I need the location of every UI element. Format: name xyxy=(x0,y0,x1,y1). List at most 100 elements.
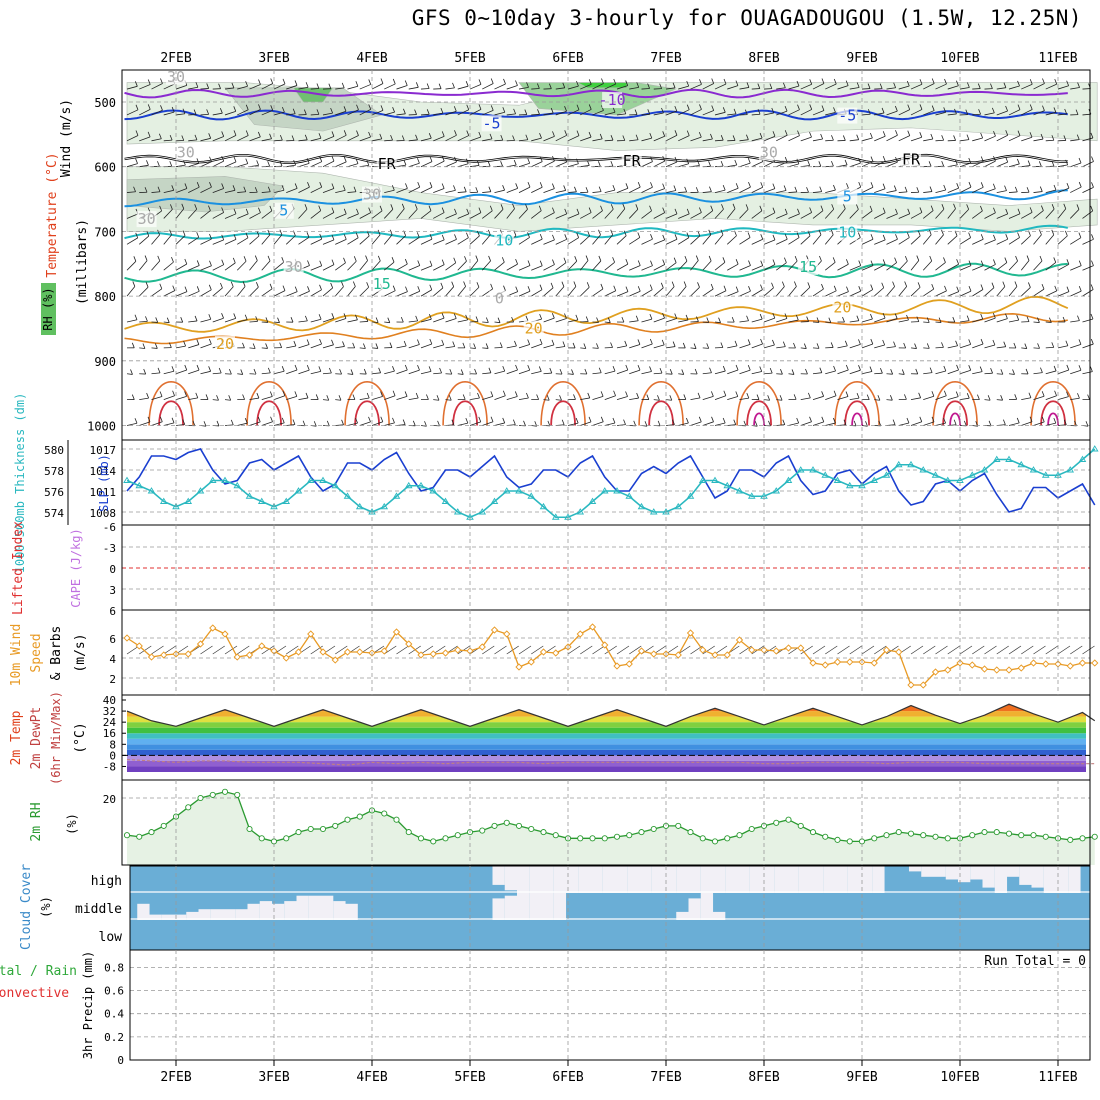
wind-barb xyxy=(531,238,543,245)
y-tick-label: 0 xyxy=(109,749,116,762)
wind-barb xyxy=(837,263,849,271)
wind-barb xyxy=(861,210,873,219)
wind-barb xyxy=(708,161,711,167)
wind-barb xyxy=(653,372,663,375)
wind-barb xyxy=(616,396,628,401)
series-marker xyxy=(478,643,486,651)
wind-barb xyxy=(842,135,846,141)
wind-barb xyxy=(175,85,187,90)
wind-barb xyxy=(923,110,935,116)
wind-barb xyxy=(886,645,899,655)
wind-barb xyxy=(281,185,285,191)
wind-barb xyxy=(322,160,335,168)
wind-barb xyxy=(674,106,678,112)
wind-barb xyxy=(1082,161,1094,168)
wind-barb xyxy=(923,321,930,323)
wind-barb xyxy=(746,134,749,140)
wind-barb xyxy=(812,110,825,116)
y-tick-label: -8 xyxy=(103,760,116,773)
wind-barb xyxy=(1091,260,1094,266)
wind-barb xyxy=(898,286,907,297)
wind-barb xyxy=(677,260,688,271)
wind-barb xyxy=(415,82,419,88)
wind-barb xyxy=(665,238,678,245)
wind-barb xyxy=(224,110,236,116)
contour-label-bg xyxy=(798,258,819,275)
wind-barb xyxy=(919,132,923,138)
wind-barb xyxy=(567,191,577,193)
wind-barb xyxy=(126,85,138,90)
wind-barb xyxy=(576,158,579,164)
wind-barb xyxy=(1021,645,1034,655)
wind-barb xyxy=(890,369,894,375)
wind-barb xyxy=(739,162,751,168)
temp-band xyxy=(127,722,1086,728)
cloud-cell xyxy=(676,911,689,920)
wind-barb xyxy=(1008,422,1020,426)
wind-barb xyxy=(984,212,996,219)
wind-barb xyxy=(650,260,653,266)
y-axis-title-rh: RH (%) xyxy=(41,287,55,330)
wind-barb xyxy=(735,80,739,86)
wind-barb xyxy=(294,286,298,292)
cloud-cell xyxy=(210,909,224,920)
wind-barb xyxy=(788,109,800,116)
cloud-cell xyxy=(137,903,150,920)
wind-barb xyxy=(126,213,139,219)
temp-band xyxy=(127,749,1086,756)
wind-barb xyxy=(869,366,873,372)
wind-barb xyxy=(249,84,261,90)
cloud-cell xyxy=(762,866,775,893)
wind-barb xyxy=(457,109,469,116)
wind-barb xyxy=(224,161,237,168)
contour-label: 20 xyxy=(216,335,234,353)
wind-barb xyxy=(956,364,959,371)
y-axis-title: (°C) xyxy=(73,722,88,753)
wind-barb xyxy=(163,321,170,324)
series-marker xyxy=(895,648,903,656)
wind-barb xyxy=(408,397,419,401)
wind-barb xyxy=(1090,313,1094,320)
wind-barb xyxy=(910,421,922,426)
wind-barb xyxy=(396,645,409,655)
wind-barb xyxy=(734,340,738,347)
wind-barb xyxy=(286,164,296,168)
wind-barb xyxy=(269,283,273,289)
wind-barb xyxy=(959,645,973,655)
wind-barb xyxy=(249,109,261,116)
wind-barb xyxy=(735,286,739,292)
wind-barb xyxy=(469,397,480,401)
wind-barb xyxy=(441,183,445,189)
wind-barb xyxy=(1066,182,1070,189)
bottom-date-label: 5FEB xyxy=(454,1070,485,1085)
wind-barb xyxy=(776,262,787,271)
wind-barb xyxy=(175,291,188,297)
cloud-cell xyxy=(1043,866,1057,893)
wind-barb xyxy=(157,161,160,167)
wind-barb xyxy=(384,321,390,324)
top-date-label: 4FEB xyxy=(356,51,387,66)
temp-band xyxy=(127,704,1086,706)
wind-barb xyxy=(918,392,922,398)
wind-barb xyxy=(335,87,345,90)
wind-barb xyxy=(352,342,356,349)
wind-barb xyxy=(221,234,225,241)
wind-barb xyxy=(1020,235,1031,245)
wind-barb xyxy=(564,106,567,112)
wind-barb xyxy=(1064,108,1068,115)
wind-barb xyxy=(895,208,898,215)
wind-barb xyxy=(453,185,456,191)
wind-barb xyxy=(371,210,383,219)
wind-barb xyxy=(678,135,690,142)
series-marker xyxy=(944,666,952,674)
wind-barb xyxy=(917,282,921,288)
wind-barb xyxy=(126,135,139,142)
series-marker xyxy=(1042,833,1049,840)
y-tick-label-thickness: 574 xyxy=(44,507,64,520)
wind-barb xyxy=(391,185,395,191)
wind-barb xyxy=(555,110,567,116)
wind-barb xyxy=(616,235,627,245)
series-marker xyxy=(429,487,438,494)
wind-barb xyxy=(580,165,590,168)
wind-barb xyxy=(910,260,920,271)
